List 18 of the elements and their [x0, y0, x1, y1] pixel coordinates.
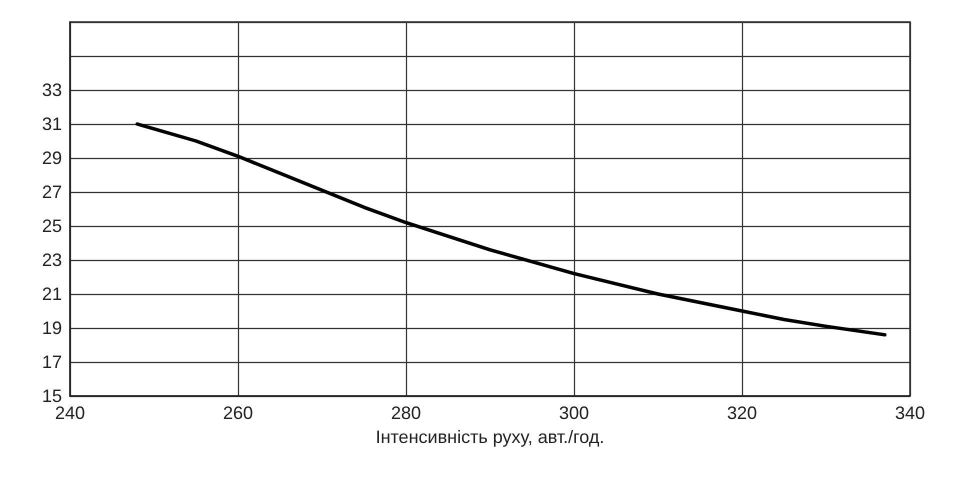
y-tick-label: 23	[42, 250, 62, 270]
x-tick-label: 240	[54, 403, 86, 423]
y-tick-label: 19	[42, 318, 62, 338]
x-tick-label: 320	[726, 403, 758, 423]
y-tick-label: 33	[42, 80, 62, 100]
y-tick-label: 27	[42, 182, 62, 202]
x-tick-label: 260	[222, 403, 254, 423]
x-tick-label: 280	[390, 403, 422, 423]
x-tick-label: 340	[894, 403, 926, 423]
x-tick-label: 300	[558, 403, 590, 423]
y-tick-label: 31	[42, 114, 62, 134]
y-tick-label: 21	[42, 284, 62, 304]
y-tick-label: 29	[42, 148, 62, 168]
x-axis-title: Інтенсивність руху, авт./год.	[376, 427, 604, 447]
y-tick-label: 15	[42, 386, 62, 406]
y-tick-label: 17	[42, 352, 62, 372]
line-series	[135, 122, 887, 337]
y-tick-label: 25	[42, 216, 62, 236]
